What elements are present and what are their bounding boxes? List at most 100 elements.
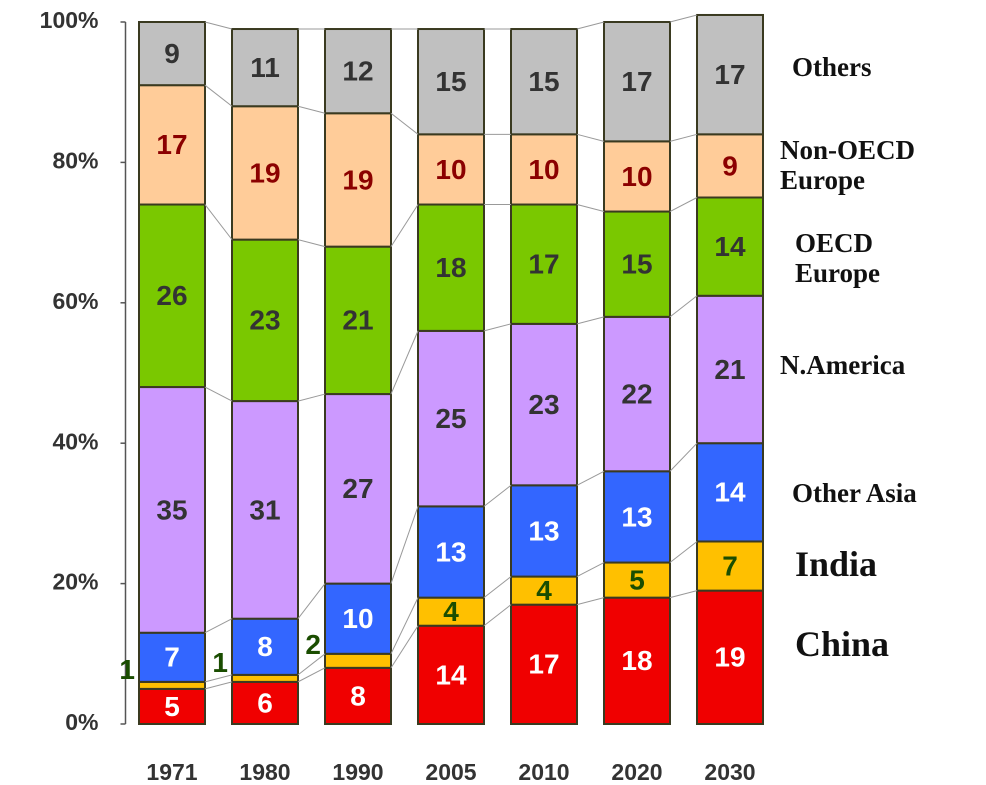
bar-segment: [324, 393, 392, 585]
data-label: 27: [342, 473, 373, 504]
legend-label: India: [795, 544, 878, 584]
data-label: 9: [164, 38, 180, 69]
bar-segment: [324, 652, 392, 669]
bar-segment: [231, 673, 299, 683]
bar-segment: [324, 666, 392, 726]
bar-segment: [138, 687, 206, 726]
data-label: 2: [305, 629, 321, 660]
data-label: 15: [528, 66, 559, 97]
data-label: 15: [435, 66, 466, 97]
bar-segment: [417, 624, 485, 725]
connector: [297, 583, 326, 620]
connector: [669, 14, 698, 23]
data-label: 21: [714, 354, 745, 385]
data-label: 19: [714, 642, 745, 673]
data-label: 23: [528, 389, 559, 420]
bar-segment: [696, 294, 764, 445]
connector: [669, 590, 698, 599]
data-label: 17: [528, 249, 559, 280]
bar-segment: [603, 140, 671, 213]
data-label: 18: [435, 252, 466, 283]
bar-segment: [231, 28, 299, 108]
connector: [204, 386, 233, 402]
data-label: 5: [629, 564, 645, 595]
legend-label: OECD Europe: [795, 228, 881, 288]
connector: [204, 681, 233, 690]
connector: [204, 21, 233, 30]
connector: [297, 239, 326, 248]
data-label: 4: [536, 575, 552, 606]
connector: [483, 604, 512, 627]
connector: [483, 576, 512, 599]
bar-segment: [510, 203, 578, 325]
connector: [297, 667, 326, 683]
legend-label: China: [795, 624, 890, 664]
bar-segment: [603, 596, 671, 726]
bar-segment: [417, 329, 485, 508]
data-label: 17: [621, 66, 652, 97]
data-label: 7: [164, 642, 180, 673]
connector: [576, 21, 605, 30]
data-label: 5: [164, 691, 180, 722]
connector: [483, 484, 512, 507]
bar-segment: [138, 631, 206, 683]
bar-segment: [417, 203, 485, 332]
bar-segment: [603, 21, 671, 143]
data-label: 13: [621, 501, 652, 532]
bar-segment: [417, 28, 485, 136]
data-label: 8: [257, 631, 273, 662]
bar-segment: [510, 322, 578, 487]
bar-segment: [324, 582, 392, 655]
x-tick-label: 2010: [518, 759, 569, 785]
data-label: 14: [435, 659, 467, 690]
connector: [669, 133, 698, 142]
data-label: 18: [621, 645, 652, 676]
connector: [669, 442, 698, 472]
connector: [390, 597, 419, 655]
y-tick-label: 80%: [52, 147, 98, 173]
connector: [390, 330, 419, 395]
data-label: 17: [156, 129, 187, 160]
connector: [204, 674, 233, 683]
data-label: 25: [435, 403, 466, 434]
data-label: 8: [350, 680, 366, 711]
bar-segment: [510, 603, 578, 725]
data-label: 12: [342, 56, 373, 87]
connector: [390, 506, 419, 584]
connector: [669, 197, 698, 212]
connector: [204, 618, 233, 634]
connector: [576, 597, 605, 606]
connector: [390, 625, 419, 669]
connector: [576, 204, 605, 213]
data-label: 31: [249, 494, 280, 525]
y-tick-label: 100%: [40, 7, 99, 33]
y-tick-label: 60%: [52, 288, 98, 314]
legend-label: N.America: [780, 350, 906, 380]
bar-segment: [510, 133, 578, 206]
x-tick-label: 2030: [704, 759, 755, 785]
data-label: 21: [342, 305, 373, 336]
data-label: 6: [257, 687, 273, 718]
bar-segment: [231, 105, 299, 241]
data-label: 22: [621, 378, 652, 409]
connector: [390, 112, 419, 135]
bar-segment: [417, 505, 485, 599]
connector: [576, 470, 605, 486]
x-tick-label: 2005: [425, 759, 476, 785]
bar-segment: [696, 442, 764, 543]
data-label: 14: [714, 231, 746, 262]
bar-segment: [510, 575, 578, 606]
legend-label: Non-OECD Europe: [780, 135, 916, 195]
connector: [576, 562, 605, 578]
data-label: 10: [621, 161, 652, 192]
bar-segment: [231, 617, 299, 676]
data-label: 1: [212, 647, 228, 678]
data-label: 4: [443, 596, 459, 627]
data-label: 17: [528, 649, 559, 680]
connector: [483, 323, 512, 332]
x-tick-label: 1990: [332, 759, 383, 785]
bar-segment: [603, 315, 671, 473]
y-tick-label: 20%: [52, 569, 98, 595]
